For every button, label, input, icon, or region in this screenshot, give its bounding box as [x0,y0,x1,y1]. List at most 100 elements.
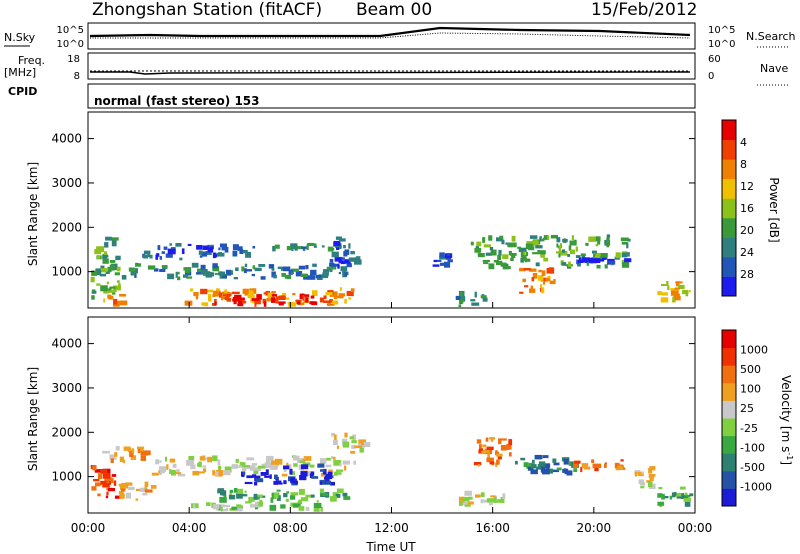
data-cell [191,262,199,268]
data-cell [272,245,276,252]
data-cell [290,271,294,275]
data-cell [235,507,243,512]
data-cell [339,257,345,260]
data-cell [290,477,296,484]
data-cell [207,247,214,253]
velocity-colorbar-title-end: ] [779,460,793,465]
data-cell [94,469,103,473]
data-cell [541,270,546,276]
data-cell [239,297,245,301]
data-cell [257,465,266,469]
data-cell [597,239,601,245]
data-cell [537,464,541,469]
data-cell [332,300,339,305]
data-cell [575,255,581,258]
colorbar-segment [722,400,736,419]
data-cell [520,457,526,461]
data-cell [558,253,561,258]
data-cell [97,493,101,497]
y-tick-label: 4000 [51,132,82,146]
data-cell [334,472,342,475]
data-cell [186,460,194,466]
data-cell [658,487,663,490]
data-cell [592,258,601,263]
data-cell [344,272,348,277]
count-tick-bottom-right: 10^0 [708,39,735,50]
data-cell [305,265,309,270]
data-cell [208,294,212,299]
colorbar-segment [722,347,736,366]
data-cell [483,244,491,248]
data-cell [657,501,665,506]
x-tick-label: 16:00 [475,521,510,535]
data-cell [532,240,539,246]
colorbar-tick-label: 8 [740,158,747,171]
data-cell [541,287,545,294]
data-cell [255,501,262,508]
data-cell [256,496,260,500]
data-cell [212,504,220,510]
data-cell [278,301,286,304]
data-cell [541,238,545,242]
data-cell [281,273,286,277]
data-cell [147,265,156,270]
x-tick-label: 08:00 [273,521,308,535]
data-cell [585,242,589,246]
data-cell [510,257,514,261]
data-cell [476,439,482,444]
data-cell [524,258,527,263]
freq-unit-label: [MHz] [4,66,36,79]
data-cell [131,448,135,454]
data-cell [92,465,97,471]
data-cell [248,290,254,296]
data-cell [123,446,131,451]
data-cell [667,285,670,291]
data-cell [249,504,256,508]
data-cell [329,268,333,273]
data-cell [508,242,517,248]
data-cell [604,463,607,468]
data-cell [91,295,95,300]
data-cell [595,244,599,247]
data-cell [537,455,543,460]
nave-tick-bottom: 0 [708,71,714,82]
data-cell [231,291,240,295]
data-cell [333,459,341,466]
data-cell [458,496,465,503]
data-cell [608,260,616,265]
data-cell [333,294,337,300]
data-cell [212,455,218,462]
data-cell [197,471,205,474]
data-cell [300,471,308,477]
data-cell [281,473,288,477]
data-cell [174,472,182,475]
data-cell [224,466,232,473]
data-cell [339,463,342,467]
data-cell [114,452,118,457]
data-cell [496,260,503,266]
data-cell [276,489,281,492]
data-cell [320,469,326,472]
data-cell [196,272,204,275]
data-cell [277,266,283,269]
data-cell [330,481,335,486]
data-cell [350,251,355,255]
data-cell [444,253,453,259]
data-cell [106,491,109,495]
data-cell [478,449,483,454]
data-cell [502,254,509,259]
velocity-plot-area [90,432,694,512]
data-cell [130,271,135,276]
data-cell [684,501,691,507]
data-cell [564,468,567,472]
data-cell [215,288,220,293]
data-cell [511,235,516,242]
data-cell [499,235,504,240]
colorbar-tick-label: -100 [740,441,765,454]
data-cell [523,251,526,256]
data-cell [298,499,301,502]
data-cell [181,248,185,254]
data-cell [634,471,637,477]
data-cell [342,492,348,497]
data-cell [458,304,462,307]
